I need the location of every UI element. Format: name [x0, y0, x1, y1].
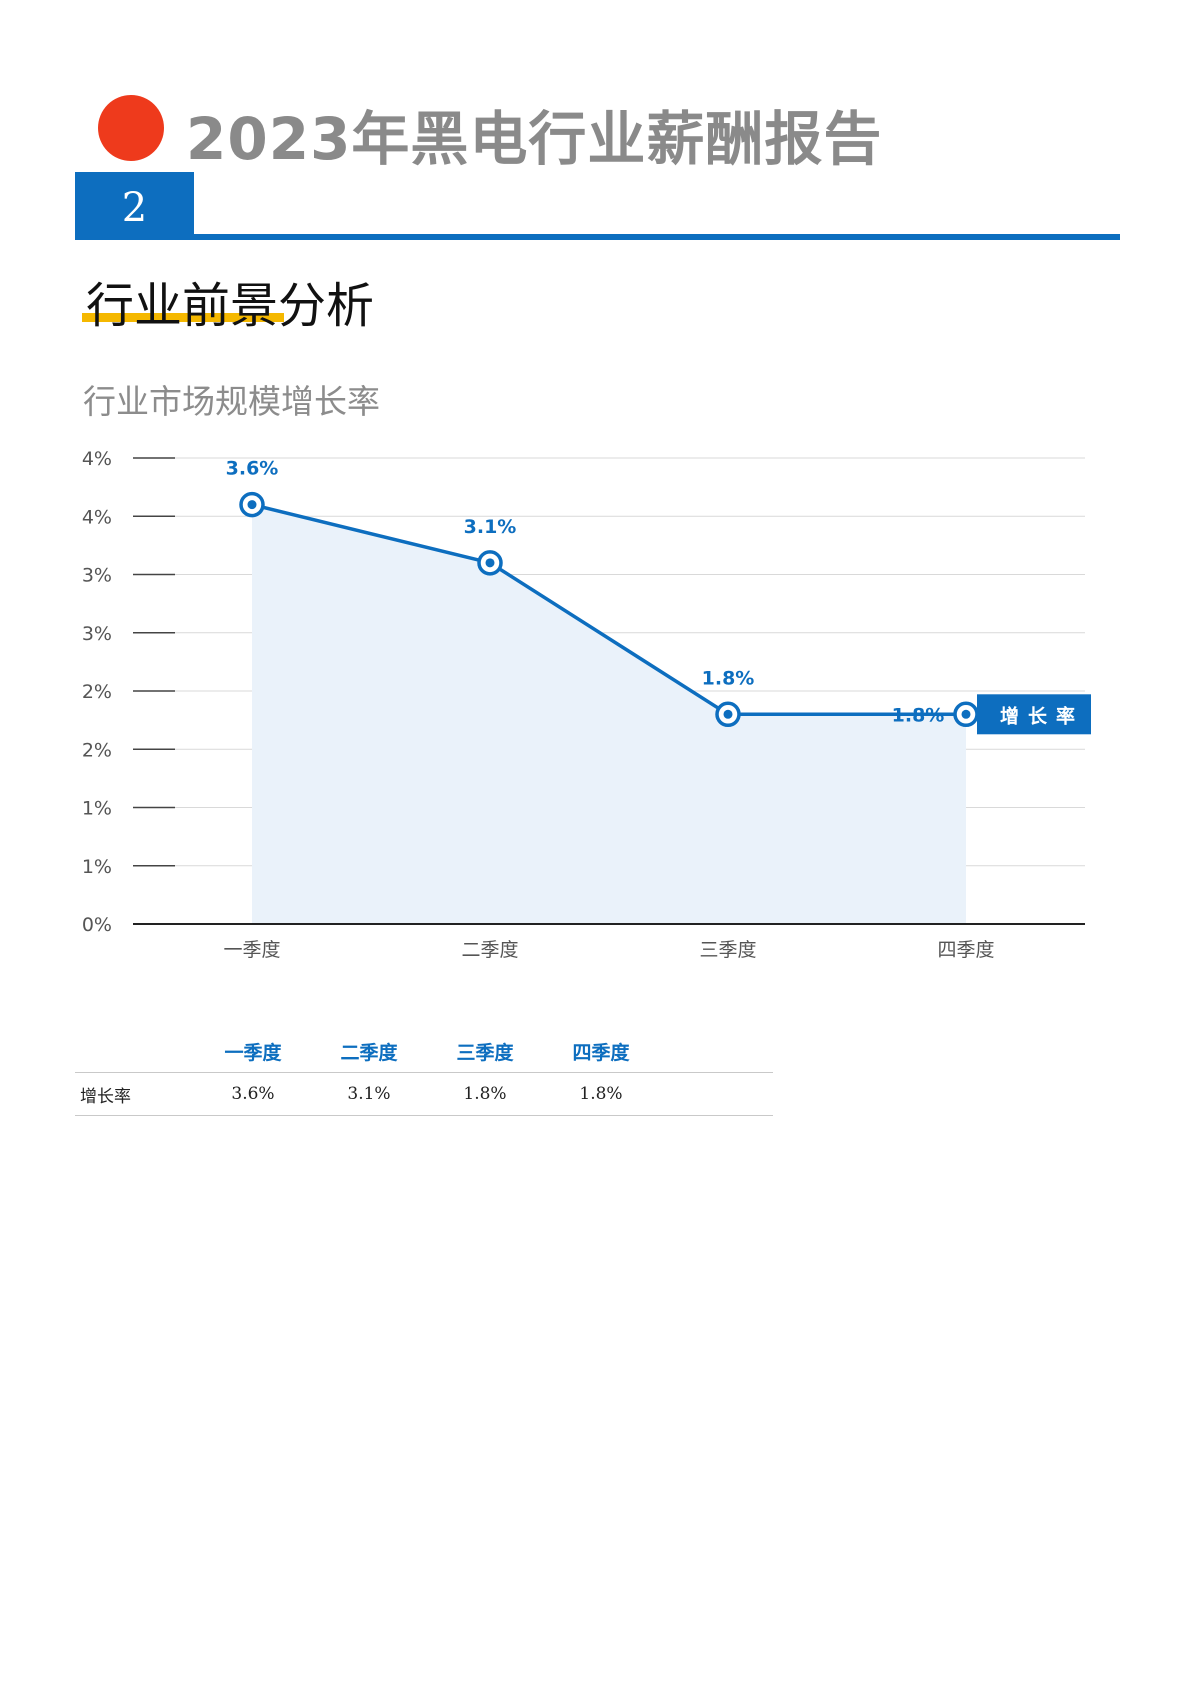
table-spacer-cell — [659, 1072, 773, 1116]
data-point-center — [723, 709, 733, 719]
y-tick-label: 4% — [82, 448, 112, 470]
y-axis: 0% 1% 1% 2% 2% 3% 3% 4% 4% — [82, 448, 1085, 936]
x-tick-label: 三季度 — [699, 939, 756, 961]
chart-series — [239, 491, 979, 728]
table-spacer-cell — [659, 1030, 773, 1073]
section-number-badge: 2 — [75, 172, 194, 236]
table-column-header: 二季度 — [311, 1030, 427, 1073]
data-point-center — [485, 558, 495, 568]
header-accent-dot — [98, 95, 164, 161]
series-line — [251, 502, 966, 717]
table-cell: 3.1% — [311, 1072, 427, 1116]
y-tick-label: 2% — [82, 681, 112, 703]
y-tick-label: 3% — [82, 623, 112, 645]
data-point-center — [961, 709, 971, 719]
y-tick-label: 2% — [82, 739, 112, 761]
section-divider — [75, 234, 1120, 240]
section-title: 行业前景分析 — [86, 278, 375, 334]
data-label: 1.8% — [702, 667, 755, 689]
x-tick-label: 四季度 — [937, 939, 994, 961]
table-column-header: 一季度 — [195, 1030, 311, 1073]
data-table: 一季度 二季度 三季度 四季度 增长率 3.6% 3.1% 1.8% 1.8% — [75, 1030, 773, 1116]
x-tick-label: 一季度 — [223, 939, 280, 961]
x-axis: 一季度 二季度 三季度 四季度 — [223, 939, 994, 961]
section-title-highlight — [82, 313, 284, 322]
table-corner-cell — [75, 1030, 195, 1073]
table-column-header: 三季度 — [427, 1030, 543, 1073]
growth-rate-chart: 0% 1% 1% 2% 2% 3% 3% 4% 4% 一季度 二季度 三季度 四季度 增长率 3.6%… — [82, 448, 1091, 961]
table-header-row: 一季度 二季度 三季度 四季度 — [75, 1030, 773, 1073]
report-title: 2023年黑电行业薪酬报告 — [186, 105, 883, 173]
table-row-label: 增长率 — [75, 1072, 195, 1116]
legend-label: 增长率 — [1000, 704, 1084, 727]
table-row: 增长率 3.6% 3.1% 1.8% 1.8% — [75, 1072, 773, 1116]
table-cell: 1.8% — [427, 1072, 543, 1116]
y-tick-label: 1% — [82, 856, 112, 878]
chart-data-labels: 3.6% 3.1% 1.8% 1.8% — [226, 458, 945, 727]
data-point-center — [247, 500, 257, 510]
y-tick-label: 3% — [82, 565, 112, 587]
chart-area — [252, 504, 966, 924]
y-tick-label: 4% — [82, 506, 112, 528]
data-label: 3.1% — [464, 516, 517, 538]
x-tick-label: 二季度 — [461, 939, 518, 961]
y-tick-label: 1% — [82, 798, 112, 820]
series-area — [252, 504, 966, 924]
data-label: 3.6% — [226, 458, 279, 480]
data-label: 1.8% — [892, 704, 945, 726]
chart-title: 行业市场规模增长率 — [83, 382, 380, 421]
table-cell: 1.8% — [543, 1072, 659, 1116]
y-tick-label: 0% — [82, 914, 112, 936]
table-cell: 3.6% — [195, 1072, 311, 1116]
table-column-header: 四季度 — [543, 1030, 659, 1073]
chart-legend: 增长率 — [977, 694, 1091, 735]
legend-box — [977, 694, 1091, 735]
